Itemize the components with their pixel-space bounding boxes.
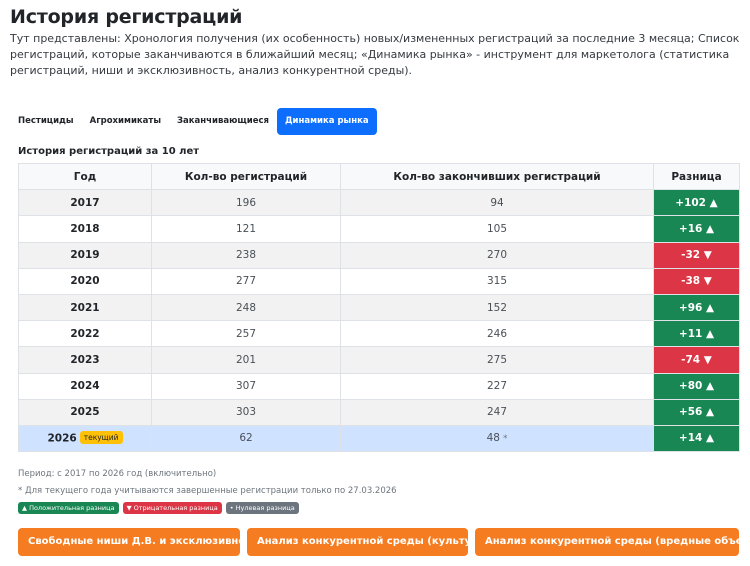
legend: ▲ Положительная разница ▼ Отрицательная … (18, 502, 299, 514)
year-cell: 2026 текущий (18, 424, 152, 453)
difference-cell: +102 ▲ (653, 189, 740, 217)
registration-history-table: Год Кол-во регистраций Кол-во закончивши… (18, 162, 740, 453)
difference-cell: +11 ▲ (653, 320, 740, 348)
difference-cell: +16 ▲ (653, 215, 740, 243)
expired-value: 94 (490, 196, 504, 209)
year-value: 2017 (70, 196, 100, 209)
action-buttons: Свободные ниши Д.В. и эксклюзивность Ана… (18, 528, 750, 556)
year-cell: 2018 (18, 215, 152, 243)
table-body: 2017 196 94 +102 ▲ 2018 121 105 +16 ▲ 2019 238 270… (18, 189, 740, 453)
tab-agrochemicals[interactable]: Агрохимикаты (89, 116, 162, 126)
table-row: 2022 257 246 +11 ▲ (18, 320, 740, 348)
year-value: 2022 (70, 327, 100, 340)
expired-cell: 227 (340, 372, 654, 400)
year-cell: 2021 (18, 293, 152, 322)
registrations-cell: 196 (151, 189, 341, 217)
page-title: История регистраций (10, 6, 243, 28)
registrations-cell: 248 (151, 293, 341, 322)
expired-value: 152 (486, 301, 508, 314)
expired-value: 270 (486, 249, 508, 262)
current-year-badge: текущий (79, 430, 123, 444)
year-value: 2019 (70, 249, 100, 262)
expired-cell: 247 (340, 398, 654, 426)
registrations-cell: 303 (151, 398, 341, 426)
expired-value: 275 (486, 353, 508, 366)
expired-cell: 270 (340, 241, 654, 269)
competition-pests-button[interactable]: Анализ конкурентной среды (вредные объек… (475, 528, 750, 556)
expired-value: 315 (486, 275, 508, 288)
registrations-cell: 238 (151, 241, 341, 269)
registrations-cell: 201 (151, 346, 341, 374)
difference-cell: +56 ▲ (653, 398, 740, 426)
year-cell: 2020 (18, 267, 152, 295)
difference-cell: -32 ▼ (653, 241, 740, 269)
table-row: 2019 238 270 -32 ▼ (18, 241, 740, 269)
table-row: 2026 текущий 62 48 * +14 ▲ (18, 424, 740, 453)
table-row: 2018 121 105 +16 ▲ (18, 215, 740, 243)
year-value: 2021 (70, 301, 100, 314)
year-cell: 2022 (18, 320, 152, 348)
free-niches-button[interactable]: Свободные ниши Д.В. и эксклюзивность (18, 528, 263, 556)
tab-market-dynamics[interactable]: Динамика рынка (276, 108, 377, 135)
tab-expiring[interactable]: Заканчивающиеся (177, 116, 269, 126)
header-expired: Кол-во закончивших регистраций (340, 162, 654, 191)
year-value: 2025 (70, 406, 100, 419)
tab-bar: Пестициды Агрохимикаты Заканчивающиеся Д… (10, 108, 377, 135)
table-title: История регистраций за 10 лет (18, 146, 200, 157)
footnote-marker: * (502, 434, 508, 445)
expired-value: 227 (486, 380, 508, 393)
header-registrations: Кол-во регистраций (151, 162, 341, 191)
competition-crops-button[interactable]: Анализ конкурентной среды (культуры) (247, 528, 492, 556)
expired-cell: 275 (340, 346, 654, 374)
registrations-cell: 62 (151, 424, 341, 453)
expired-value: 246 (486, 327, 508, 340)
expired-value: 105 (486, 222, 508, 235)
expired-value: 247 (486, 406, 508, 419)
header-difference: Разница (653, 162, 740, 191)
year-cell: 2024 (18, 372, 152, 400)
difference-cell: +96 ▲ (653, 293, 740, 322)
expired-value: 48 (486, 432, 500, 445)
registrations-cell: 277 (151, 267, 341, 295)
expired-cell: 246 (340, 320, 654, 348)
table-row: 2023 201 275 -74 ▼ (18, 346, 740, 374)
difference-cell: -74 ▼ (653, 346, 740, 374)
legend-zero-badge: • Нулевая разница (225, 502, 299, 514)
page-description: Тут представлены: Хронология получения (… (10, 32, 740, 77)
year-value: 2024 (70, 380, 100, 393)
expired-cell: 315 (340, 267, 654, 295)
year-cell: 2025 (18, 398, 152, 426)
difference-cell: -38 ▼ (653, 267, 740, 295)
expired-cell: 94 (340, 189, 654, 217)
year-cell: 2019 (18, 241, 152, 269)
difference-cell: +80 ▲ (653, 372, 740, 400)
registrations-cell: 257 (151, 320, 341, 348)
year-cell: 2023 (18, 346, 152, 374)
expired-cell: 105 (340, 215, 654, 243)
table-row: 2025 303 247 +56 ▲ (18, 398, 740, 426)
header-year: Год (18, 162, 152, 191)
legend-negative-badge: ▼ Отрицательная разница (122, 502, 222, 514)
year-value: 2026 (47, 432, 77, 445)
table-row: 2020 277 315 -38 ▼ (18, 267, 740, 295)
legend-positive-badge: ▲ Положительная разница (18, 502, 119, 514)
registrations-cell: 121 (151, 215, 341, 243)
year-value: 2020 (70, 275, 100, 288)
table-header-row: Год Кол-во регистраций Кол-во закончивши… (18, 162, 740, 191)
footnote: * Для текущего года учитываются завершен… (18, 486, 397, 496)
table-row: 2017 196 94 +102 ▲ (18, 189, 740, 217)
year-value: 2023 (70, 353, 100, 366)
period-note: Период: с 2017 по 2026 год (включительно… (18, 469, 217, 479)
expired-cell: 48 * (340, 424, 654, 453)
expired-cell: 152 (340, 293, 654, 322)
table-row: 2021 248 152 +96 ▲ (18, 293, 740, 322)
registrations-cell: 307 (151, 372, 341, 400)
difference-cell: +14 ▲ (653, 424, 740, 453)
tab-pesticides[interactable]: Пестициды (18, 116, 74, 126)
year-value: 2018 (70, 222, 100, 235)
table-row: 2024 307 227 +80 ▲ (18, 372, 740, 400)
year-cell: 2017 (18, 189, 152, 217)
